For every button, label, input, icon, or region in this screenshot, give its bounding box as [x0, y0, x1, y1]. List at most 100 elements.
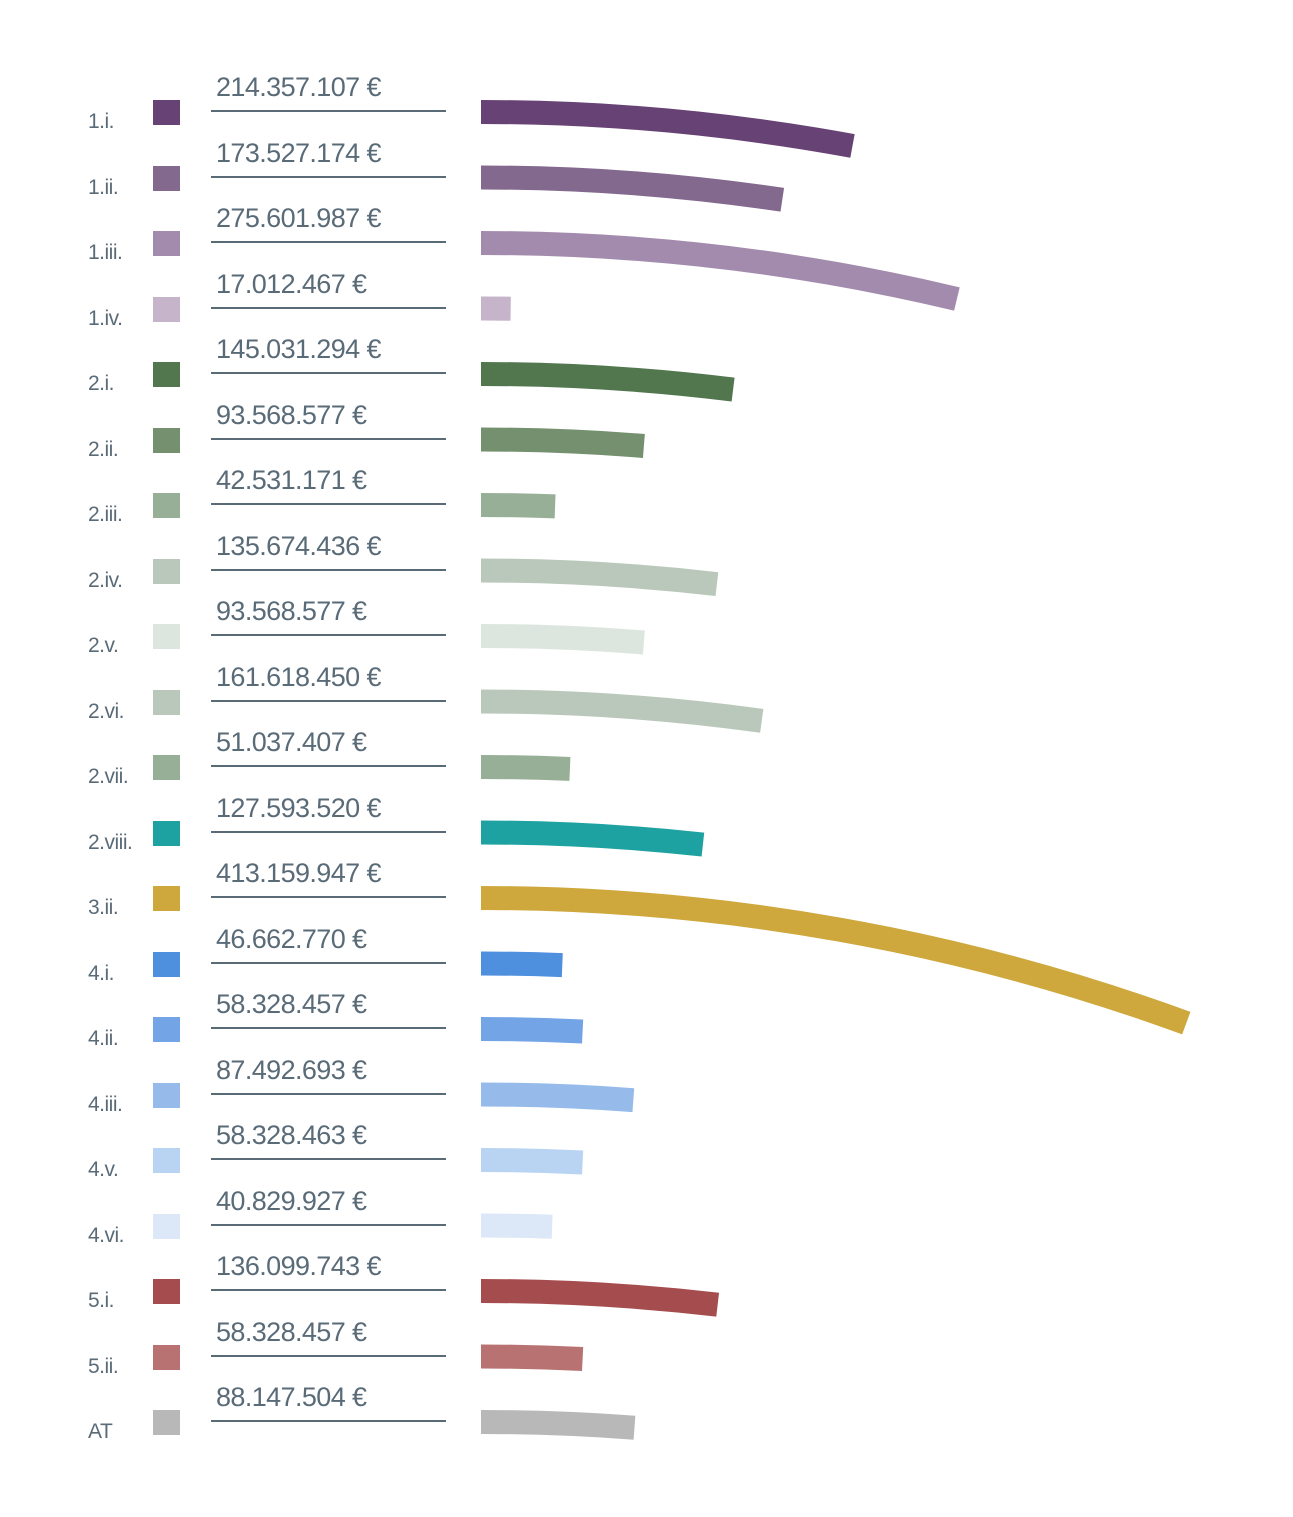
value-underline: [211, 1420, 446, 1422]
color-swatch: [153, 689, 180, 715]
legend-row: 5.ii. 58.328.457 €: [0, 1317, 1293, 1399]
color-swatch: [153, 231, 180, 256]
bar: [480, 624, 645, 655]
color-swatch: [153, 362, 180, 387]
category-label: 2.iii.: [88, 503, 123, 526]
category-label: 5.ii.: [88, 1354, 119, 1378]
category-label: 4.vi.: [88, 1223, 125, 1247]
bar: [480, 362, 735, 402]
color-swatch: [153, 624, 180, 649]
category-label: 1.iii.: [88, 241, 123, 264]
bar: [480, 493, 556, 519]
bar: [480, 1410, 636, 1440]
value-underline: [211, 1158, 446, 1160]
value-label: 46.662.770 €: [216, 923, 367, 954]
legend-row: 2.v. 93.568.577 €: [0, 596, 1293, 678]
value-underline: [211, 1223, 446, 1226]
category-label: 2.viii.: [88, 830, 133, 854]
legend-row: 3.ii. 413.159.947 €: [0, 858, 1293, 940]
color-swatch: [153, 951, 180, 977]
value-label: 135.674.436 €: [216, 530, 381, 561]
bar: [480, 100, 855, 158]
color-swatch: [153, 165, 180, 191]
color-swatch: [153, 1082, 180, 1108]
legend-row: 4.vi. 40.829.927 €: [0, 1186, 1293, 1268]
color-swatch: [153, 1148, 180, 1173]
bar: [480, 951, 563, 978]
bar: [480, 1279, 720, 1317]
value-underline: [211, 765, 446, 767]
value-underline: [211, 437, 446, 440]
value-underline: [211, 175, 446, 178]
legend-row: 1.iii. 275.601.987 €: [0, 203, 1293, 285]
color-swatch: [153, 100, 180, 125]
color-swatch: [153, 1017, 180, 1042]
legend-row: 1.iv. 17.012.467 €: [0, 269, 1293, 351]
value-label: 161.618.450 €: [216, 661, 381, 692]
value-underline: [211, 699, 446, 702]
color-swatch: [153, 1279, 180, 1304]
value-underline: [211, 372, 446, 374]
value-label: 58.328.463 €: [216, 1120, 367, 1150]
value-underline: [211, 568, 446, 571]
legend-row: 4.iii. 87.492.693 €: [0, 1055, 1293, 1137]
legend-row: 2.vi. 161.618.450 €: [0, 662, 1293, 744]
value-label: 51.037.407 €: [216, 727, 367, 757]
value-underline: [211, 1092, 446, 1095]
category-label: 3.ii.: [88, 896, 119, 919]
bar: [480, 1082, 635, 1113]
value-label: 58.328.457 €: [216, 989, 367, 1019]
bar: [480, 1213, 553, 1239]
legend-row: 4.v. 58.328.463 €: [0, 1120, 1293, 1202]
value-underline: [211, 1354, 446, 1357]
legend-row: 2.vii. 51.037.407 €: [0, 727, 1293, 809]
value-label: 93.568.577 €: [216, 596, 367, 626]
category-label: 4.iii.: [88, 1092, 123, 1116]
category-label: 2.v.: [88, 634, 119, 657]
value-label: 145.031.294 €: [216, 334, 381, 364]
legend-row: 4.i. 46.662.770 €: [0, 924, 1293, 1006]
bar: [480, 886, 1191, 1035]
color-swatch: [153, 558, 180, 584]
value-underline: [211, 830, 446, 833]
legend-row: 1.i. 214.357.107 €: [0, 72, 1293, 154]
bar: [480, 820, 705, 857]
value-label: 173.527.174 €: [216, 137, 381, 168]
color-swatch: [153, 427, 180, 453]
legend-row: 2.iv. 135.674.436 €: [0, 531, 1293, 613]
bar: [480, 558, 719, 597]
legend-row: 4.ii. 58.328.457 €: [0, 989, 1293, 1071]
value-label: 136.099.743 €: [216, 1251, 381, 1281]
value-label: 40.829.927 €: [216, 1185, 367, 1216]
category-label: 2.i.: [88, 372, 115, 395]
legend-row: 2.i. 145.031.294 €: [0, 334, 1293, 416]
color-swatch: [153, 755, 180, 780]
value-underline: [211, 306, 446, 309]
color-swatch: [153, 1410, 180, 1435]
value-label: 413.159.947 €: [216, 858, 381, 888]
legend-row: 5.i. 136.099.743 €: [0, 1251, 1293, 1333]
bar: [480, 1344, 584, 1372]
color-swatch: [153, 1213, 180, 1239]
value-underline: [211, 896, 446, 898]
value-label: 275.601.987 €: [216, 203, 381, 233]
color-swatch: [153, 820, 180, 846]
category-label: 2.vii.: [88, 765, 129, 788]
bar: [480, 427, 645, 458]
legend-row: 2.iii. 42.531.171 €: [0, 465, 1293, 547]
category-label: 4.ii.: [88, 1027, 119, 1050]
value-label: 93.568.577 €: [216, 399, 367, 430]
value-label: 127.593.520 €: [216, 792, 381, 823]
color-swatch: [153, 886, 180, 911]
bar: [480, 165, 785, 212]
value-underline: [211, 961, 446, 964]
bar: [480, 755, 571, 781]
category-label: 5.i.: [88, 1289, 115, 1312]
bar: [480, 231, 960, 311]
category-label: 1.iv.: [88, 306, 123, 330]
bar: [480, 1017, 584, 1044]
value-underline: [211, 110, 446, 112]
legend-row: 2.viii. 127.593.520 €: [0, 793, 1293, 875]
bar: [480, 1148, 584, 1175]
